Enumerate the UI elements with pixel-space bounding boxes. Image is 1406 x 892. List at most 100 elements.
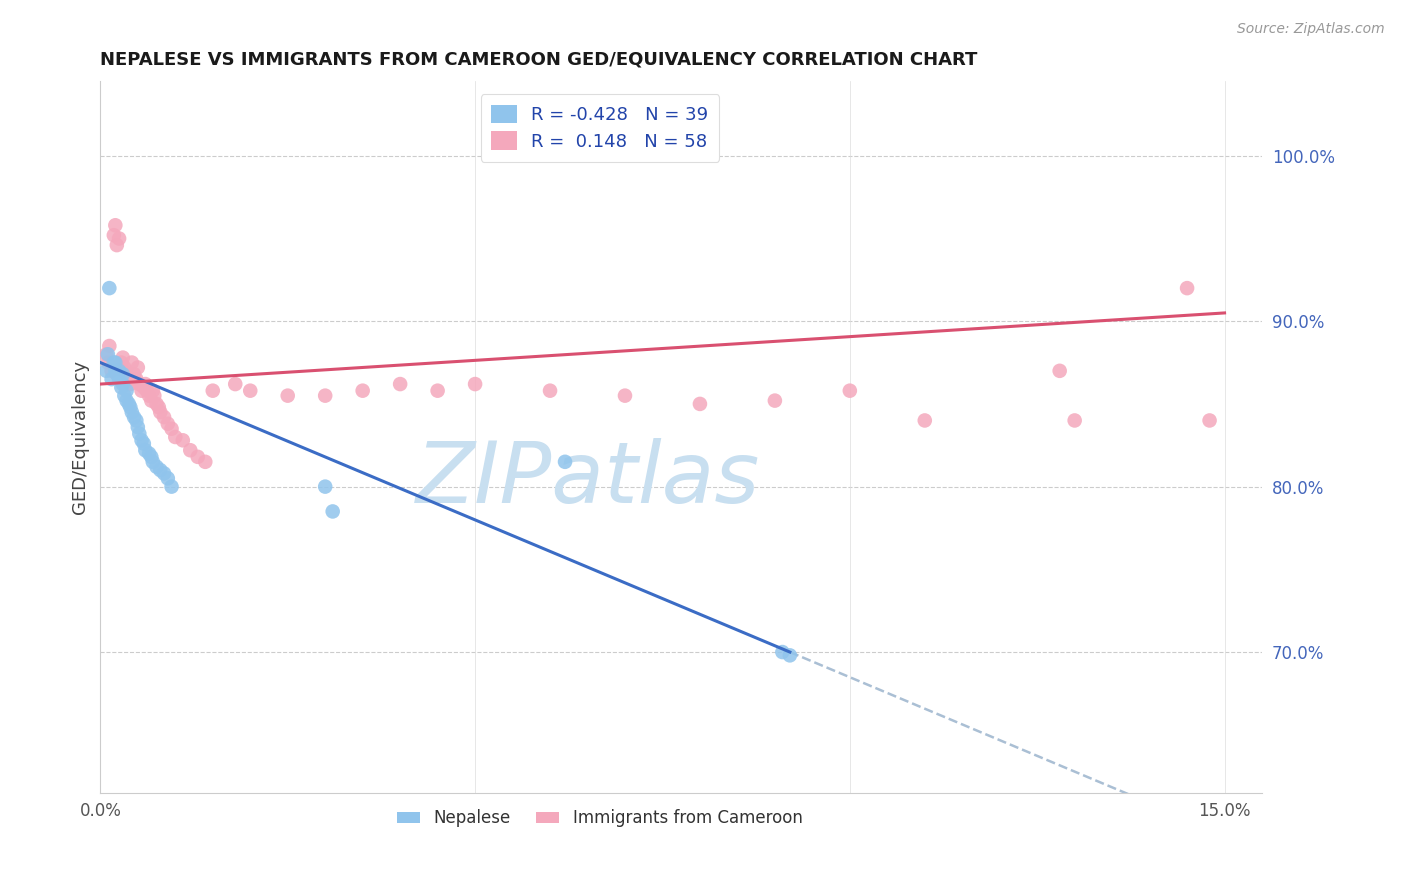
Point [111,364,134,378]
Point [110,355,132,369]
Point [111,351,134,365]
Point [122,410,145,425]
Point [104,355,127,369]
Point [1063,413,1085,427]
Point [141,393,163,408]
Point [110,380,132,394]
Point [538,384,561,398]
Point [118,397,141,411]
Point [179,443,201,458]
Point [160,480,183,494]
Point [689,397,711,411]
Point [121,355,143,369]
Point [100,364,122,378]
Point [112,360,135,375]
Y-axis label: GED/Equivalency: GED/Equivalency [72,360,89,514]
Point [132,380,155,394]
Point [108,372,131,386]
Text: Source: ZipAtlas.com: Source: ZipAtlas.com [1237,22,1385,37]
Point [104,219,127,233]
Point [118,372,141,386]
Point [134,443,156,458]
Point [122,367,145,381]
Point [201,384,224,398]
Point [314,389,336,403]
Point [111,377,134,392]
Point [125,413,148,427]
Point [125,372,148,386]
Point [96,364,118,378]
Point [127,360,149,375]
Point [779,648,801,663]
Point [143,389,166,403]
Point [105,238,128,252]
Point [770,645,793,659]
Point [142,455,165,469]
Point [352,384,374,398]
Text: NEPALESE VS IMMIGRANTS FROM CAMEROON GED/EQUIVALENCY CORRELATION CHART: NEPALESE VS IMMIGRANTS FROM CAMEROON GED… [100,51,977,69]
Point [111,367,134,381]
Point [103,228,125,243]
Point [149,405,172,419]
Point [142,384,165,398]
Point [103,355,125,369]
Point [838,384,860,398]
Point [239,384,262,398]
Point [763,393,786,408]
Point [105,367,128,381]
Point [131,434,153,448]
Point [156,471,179,485]
Text: ZIPatlas: ZIPatlas [416,438,761,521]
Point [426,384,449,398]
Point [172,434,194,448]
Point [194,455,217,469]
Point [141,450,163,464]
Point [134,377,156,392]
Point [914,413,936,427]
Point [322,504,344,518]
Point [135,384,157,398]
Point [160,422,183,436]
Point [98,281,121,295]
Point [149,463,172,477]
Point [115,367,138,381]
Point [100,372,122,386]
Point [145,397,167,411]
Point [120,377,142,392]
Point [104,364,127,378]
Point [145,459,167,474]
Point [187,450,209,464]
Point [389,377,412,392]
Point [115,393,138,408]
Point [554,455,576,469]
Point [115,384,138,398]
Point [156,417,179,431]
Point [108,364,131,378]
Point [165,430,187,444]
Point [96,347,118,361]
Point [314,480,336,494]
Point [153,410,176,425]
Point [138,389,160,403]
Point [132,436,155,450]
Point [120,401,142,415]
Point [108,231,131,245]
Point [97,355,120,369]
Point [1049,364,1071,378]
Point [614,389,637,403]
Point [128,426,150,441]
Point [97,347,120,361]
Legend: Nepalese, Immigrants from Cameroon: Nepalese, Immigrants from Cameroon [391,803,810,834]
Point [98,339,121,353]
Point [464,377,486,392]
Point [1198,413,1220,427]
Point [224,377,246,392]
Point [148,401,170,415]
Point [1175,281,1198,295]
Point [153,467,176,481]
Point [277,389,299,403]
Point [131,384,153,398]
Point [128,377,150,392]
Point [121,405,143,419]
Point [127,420,149,434]
